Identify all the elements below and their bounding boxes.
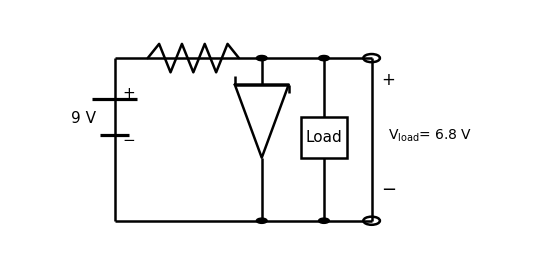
Text: V$_{\mathrm{load}}$= 6.8 V: V$_{\mathrm{load}}$= 6.8 V bbox=[388, 127, 472, 144]
Text: −: − bbox=[123, 133, 135, 148]
Circle shape bbox=[256, 218, 267, 223]
Text: −: − bbox=[380, 181, 396, 199]
Text: +: + bbox=[381, 72, 395, 89]
Circle shape bbox=[318, 55, 330, 61]
Text: 9 V: 9 V bbox=[71, 111, 96, 126]
Text: +: + bbox=[123, 86, 135, 101]
FancyBboxPatch shape bbox=[301, 117, 347, 158]
Circle shape bbox=[318, 218, 330, 223]
Text: Load: Load bbox=[305, 130, 342, 145]
Circle shape bbox=[256, 55, 267, 61]
